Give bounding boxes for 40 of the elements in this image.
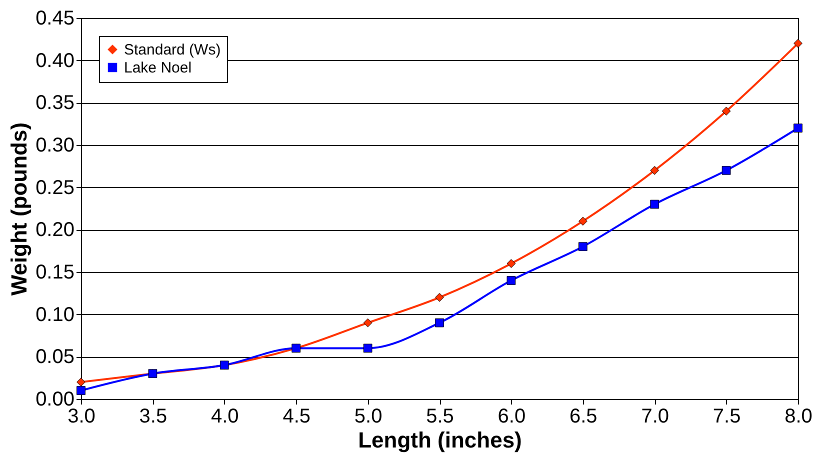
legend-label: Lake Noel	[124, 60, 192, 76]
point	[722, 106, 731, 116]
point	[650, 200, 660, 209]
x-tick-label: 8.0	[784, 406, 812, 428]
y-tick-label: 0.40	[36, 50, 74, 72]
y-tick-label: 0.05	[36, 346, 74, 368]
point	[506, 276, 516, 285]
point	[76, 378, 86, 386]
point	[506, 259, 516, 268]
y-tick-label: 0.45	[36, 8, 74, 30]
y-tick-label: 0.10	[36, 304, 74, 326]
y-tick-label: 0.15	[36, 262, 74, 284]
x-tick-label: 5.0	[354, 406, 382, 428]
point	[722, 166, 731, 175]
x-tick-label: 4.5	[282, 406, 311, 428]
y-tick-label: 0.25	[36, 176, 74, 199]
y-axis-title: Weight (pounds)	[6, 122, 32, 296]
point	[794, 124, 802, 132]
x-tick-label: 7.5	[712, 406, 741, 428]
point	[76, 386, 86, 395]
y-tick-label: 0.35	[36, 92, 74, 114]
x-tick-label: 4.0	[210, 406, 239, 428]
y-tick-label: 0.20	[36, 219, 74, 242]
x-axis-title: Length (inches)	[358, 428, 522, 452]
point	[578, 242, 588, 252]
x-tick-label: 6.0	[498, 406, 526, 428]
x-tick-label: 3.5	[139, 406, 168, 428]
y-tick-label: 0.30	[36, 134, 74, 156]
point	[578, 216, 588, 226]
point	[435, 318, 444, 328]
x-tick-label: 3.0	[68, 406, 96, 428]
point	[363, 344, 372, 353]
x-tick-label: 6.5	[569, 406, 598, 428]
x-tick-label: 5.5	[426, 406, 454, 428]
point	[650, 166, 660, 175]
legend-label: Standard (Ws)	[124, 42, 221, 58]
point	[435, 292, 444, 302]
x-tick-label: 7.0	[641, 406, 670, 428]
point	[363, 318, 372, 328]
point	[794, 38, 802, 48]
